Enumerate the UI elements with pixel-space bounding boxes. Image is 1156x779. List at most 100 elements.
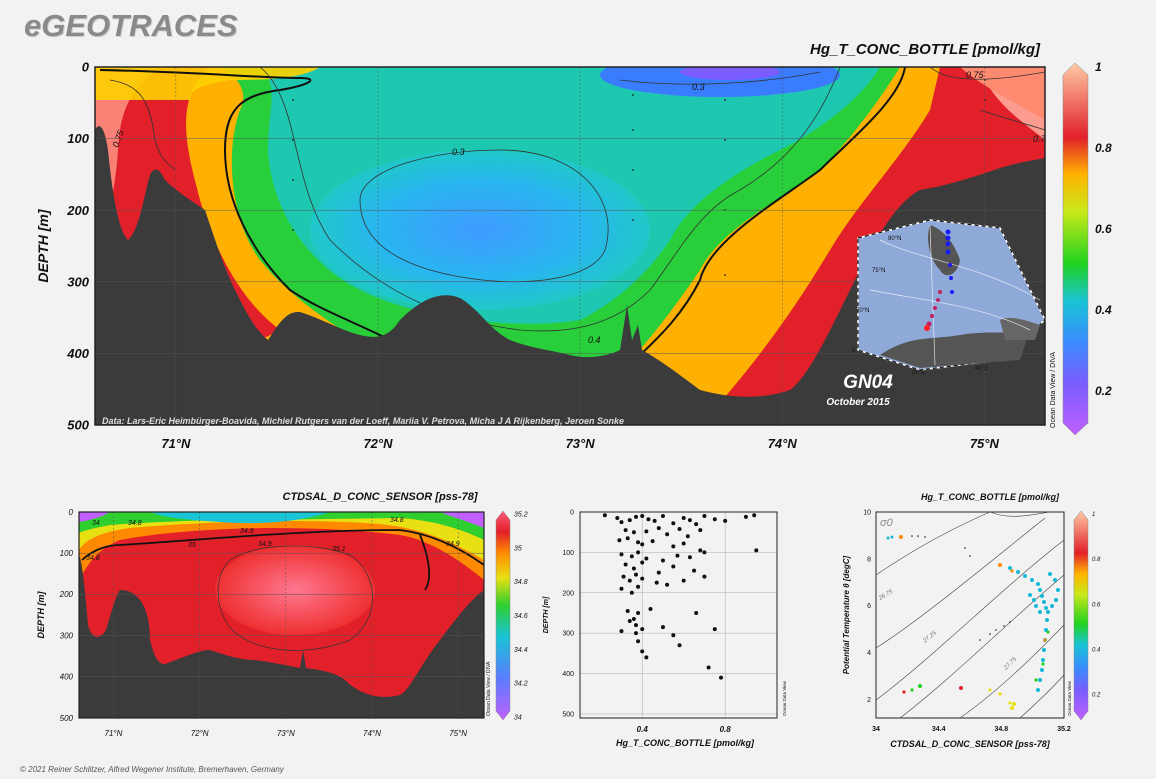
colorbar-tick-label: 1: [1092, 512, 1095, 518]
profile-point: [633, 572, 638, 577]
profile-point: [685, 534, 690, 539]
x-tick-label: 75°N: [970, 436, 1000, 451]
cruise-date: October 2015: [826, 397, 890, 408]
profile-point: [631, 617, 636, 622]
colorbar-tick-label: 0.6: [1095, 222, 1112, 236]
y-tick-label: 100: [67, 131, 89, 146]
y-tick-label: 200: [562, 590, 574, 597]
main-section-plot: Hg_T_CONC_BOTTLE [pmol/kg]: [35, 41, 1112, 451]
profile-point: [712, 627, 717, 632]
ts-x-label: CTDSAL_D_CONC_SENSOR [pss-78]: [890, 739, 1051, 749]
x-tick-label: 34.4: [932, 726, 946, 733]
profile-point: [650, 539, 655, 544]
colorbar-tick-label: 0.2: [1092, 693, 1101, 699]
colorbar-tick-label: 0.2: [1095, 384, 1112, 398]
contour-label: 0.75: [966, 70, 985, 80]
profile-point: [671, 633, 676, 638]
inset-lon-label: 40°E: [975, 366, 988, 372]
y-tick-label: 4: [867, 650, 871, 657]
depth-profile-plot: 0 100 200 300 400 500 0.4 0.8 DEPTH [m] Hg_T_C…: [543, 510, 787, 749]
y-tick-label: 6: [867, 603, 871, 610]
contour-label: 0.7: [1033, 134, 1047, 144]
profile-point: [660, 558, 665, 563]
y-tick-label: 500: [562, 711, 574, 718]
profile-point: [706, 665, 711, 670]
profile-point: [633, 514, 638, 519]
profile-point: [692, 568, 697, 573]
profile-point: [640, 560, 645, 565]
salinity-gridlines: [79, 512, 484, 718]
profile-point: [636, 540, 641, 545]
colorbar-tick-label: 0.4: [1092, 647, 1101, 653]
colorbar-tick-label: 0.6: [1092, 602, 1101, 608]
profile-point: [648, 606, 653, 611]
profile-x-label: Hg_T_CONC_BOTTLE [pmol/kg]: [616, 738, 755, 748]
main-plot-title: Hg_T_CONC_BOTTLE [pmol/kg]: [810, 41, 1041, 58]
profile-point: [629, 590, 634, 595]
x-tick-label: 74°N: [363, 729, 381, 738]
profile-point: [619, 629, 624, 634]
contour-label: 0.3: [692, 82, 705, 92]
salinity-section-plot: CTDSAL_D_CONC_SENSOR [pss-78] 34 34.8 34…: [36, 491, 528, 738]
y-tick-label: 100: [562, 550, 574, 557]
contour-label: 0.3: [452, 147, 465, 157]
salinity-colorbar-ticks: 34 34.2 34.4 34.6 34.8 35 35.2: [514, 511, 528, 721]
profile-point: [636, 550, 641, 555]
profile-point: [619, 520, 624, 525]
profile-point: [687, 555, 692, 560]
x-tick-label: 34.8: [995, 726, 1009, 733]
profile-point: [665, 532, 670, 537]
colorbar-tick-label: 34: [514, 714, 522, 721]
y-tick-label: 400: [66, 346, 89, 361]
profile-point: [660, 625, 665, 630]
profile-point: [640, 627, 645, 632]
y-tick-label: 200: [66, 203, 89, 218]
ts-isopycnals: [875, 511, 1065, 719]
profile-side-label: Ocean Data View: [782, 680, 787, 716]
profile-point: [719, 675, 724, 680]
ts-side-label: Ocean Data View: [1067, 680, 1072, 716]
profile-point: [644, 529, 649, 534]
profile-point: [633, 623, 638, 628]
main-y-ticks: 0 100 200 300 400 500: [66, 60, 89, 433]
profile-point: [631, 530, 636, 535]
egeotraces-logo: eGEOTRACES: [24, 8, 238, 43]
contour-label: 35: [188, 542, 196, 549]
y-tick-label: 300: [67, 274, 89, 289]
y-tick-label: 500: [67, 418, 89, 433]
profile-point: [631, 566, 636, 571]
contour-label: 34.8: [86, 555, 100, 562]
copyright-footer: © 2021 Reiner Schlitzer, Alfred Wegener …: [20, 765, 284, 774]
salinity-seafloor: [79, 555, 484, 718]
profile-point: [623, 528, 628, 533]
contour-label: 34.8: [390, 517, 404, 524]
profile-point: [681, 516, 686, 521]
y-tick-label: 500: [60, 714, 74, 723]
salinity-contour-labels: 34 34.8 34.9 35 34.9 35.1 34.8 34.9 34.8: [86, 517, 460, 562]
x-tick-label: 75°N: [449, 729, 467, 738]
x-tick-label: 71°N: [105, 729, 123, 738]
profile-points: [602, 513, 759, 680]
y-tick-label: 2: [867, 697, 871, 704]
profile-point: [636, 584, 641, 589]
contour-label: 34.9: [258, 541, 272, 548]
profile-point: [640, 576, 645, 581]
profile-point: [656, 570, 661, 575]
profile-point: [633, 631, 638, 636]
main-y-label: DEPTH [m]: [35, 208, 51, 282]
x-tick-label: 73°N: [277, 729, 295, 738]
profile-point: [702, 514, 707, 519]
y-tick-label: 0: [82, 60, 90, 75]
ts-diagram-plot: Hg_T_CONC_BOTTLE [pmol/kg] σ0 26.75 27.2…: [842, 492, 1101, 749]
profile-point: [619, 586, 624, 591]
profile-point: [627, 578, 632, 583]
profile-point: [627, 518, 632, 523]
profile-point: [681, 578, 686, 583]
inset-lat-label: 75°N: [872, 268, 885, 274]
y-tick-label: 0: [570, 510, 574, 517]
profile-point: [677, 526, 682, 531]
profile-point: [702, 574, 707, 579]
profile-point: [671, 564, 676, 569]
profile-point: [625, 536, 630, 541]
salinity-side-label: Ocean Data View / DIVA: [486, 661, 492, 716]
